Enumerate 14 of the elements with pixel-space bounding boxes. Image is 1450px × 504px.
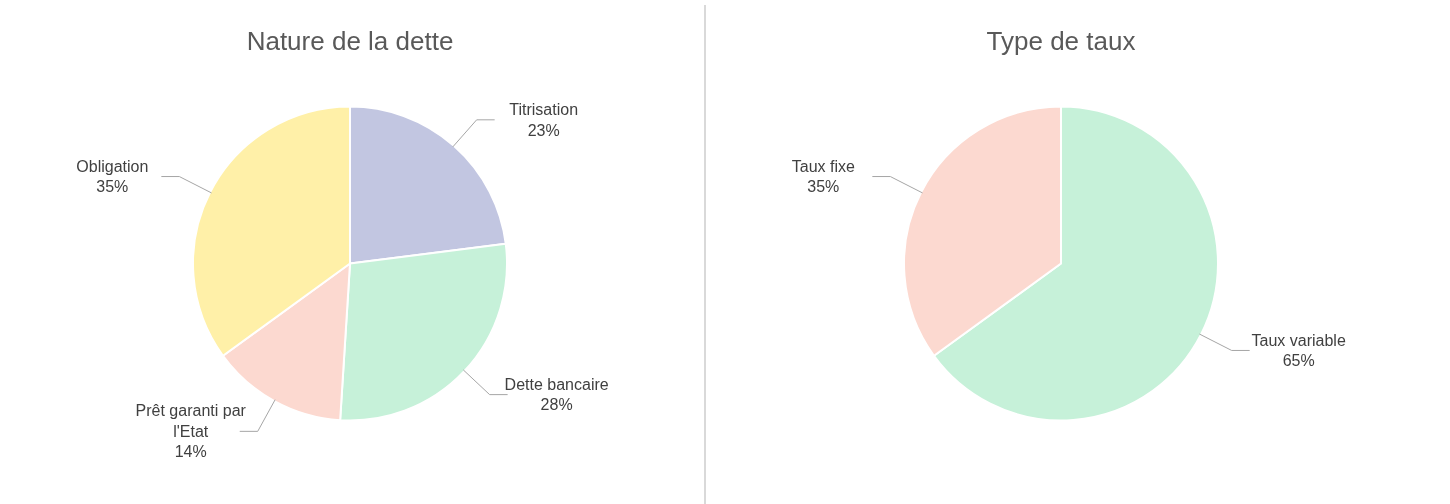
slice-label: Dette bancaire — [504, 375, 609, 393]
slice-label: Taux variable — [1251, 331, 1346, 349]
slice-label: Prêt garanti par l'Etat — [135, 402, 247, 440]
slice-label: Obligation — [76, 157, 149, 175]
slice-label: Titrisation — [509, 101, 579, 119]
data-label: 35% — [807, 178, 840, 196]
chart-title: Type de taux — [986, 25, 1136, 56]
data-label: 14% — [174, 443, 207, 461]
chart-title: Nature de la dette — [246, 25, 454, 56]
data-label: 65% — [1282, 352, 1315, 370]
data-label: 35% — [96, 178, 129, 196]
slice-label: Taux fixe — [791, 157, 856, 175]
data-label: 28% — [540, 396, 573, 414]
data-label: 23% — [527, 121, 560, 139]
